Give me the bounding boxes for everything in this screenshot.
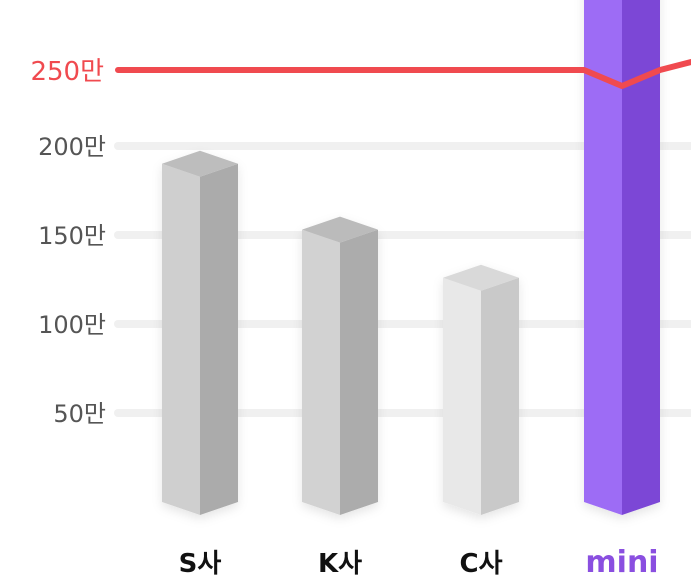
bar-front-C사	[443, 277, 481, 515]
bar-top-S사	[162, 150, 238, 177]
bar-K사	[302, 216, 378, 515]
reference-line-label: 250만	[30, 57, 104, 87]
bar-side-S사	[200, 163, 238, 516]
x-category-label-K사: K사	[318, 549, 362, 579]
bar-C사	[443, 264, 519, 515]
x-category-label-mini: mini	[585, 545, 658, 580]
bars	[162, 0, 660, 516]
x-axis-category-labels: S사 K사 C사 mini	[179, 545, 659, 580]
bar-side-C사	[481, 277, 519, 515]
x-category-label-S사: S사	[179, 549, 222, 579]
bar-front-S사	[162, 163, 200, 516]
bar-mini	[584, 0, 660, 515]
y-tick-label-200: 200만	[38, 133, 106, 161]
y-tick-label-50: 50만	[53, 400, 106, 428]
x-category-label-C사: C사	[459, 549, 502, 579]
y-tick-label-150: 150만	[38, 222, 106, 250]
bar-front-K사	[302, 229, 340, 515]
bar-top-K사	[302, 216, 378, 243]
bar-front-mini	[584, 0, 622, 515]
bar-side-mini	[622, 0, 660, 515]
y-tick-label-100: 100만	[38, 311, 106, 339]
reference-line-250: 250만	[30, 57, 691, 89]
reference-line	[115, 59, 691, 89]
bar-top-C사	[443, 264, 519, 291]
bar-S사	[162, 150, 238, 516]
y-axis-tick-labels: 50만 100만 150만 200만	[38, 133, 106, 428]
bar-side-K사	[340, 229, 378, 515]
